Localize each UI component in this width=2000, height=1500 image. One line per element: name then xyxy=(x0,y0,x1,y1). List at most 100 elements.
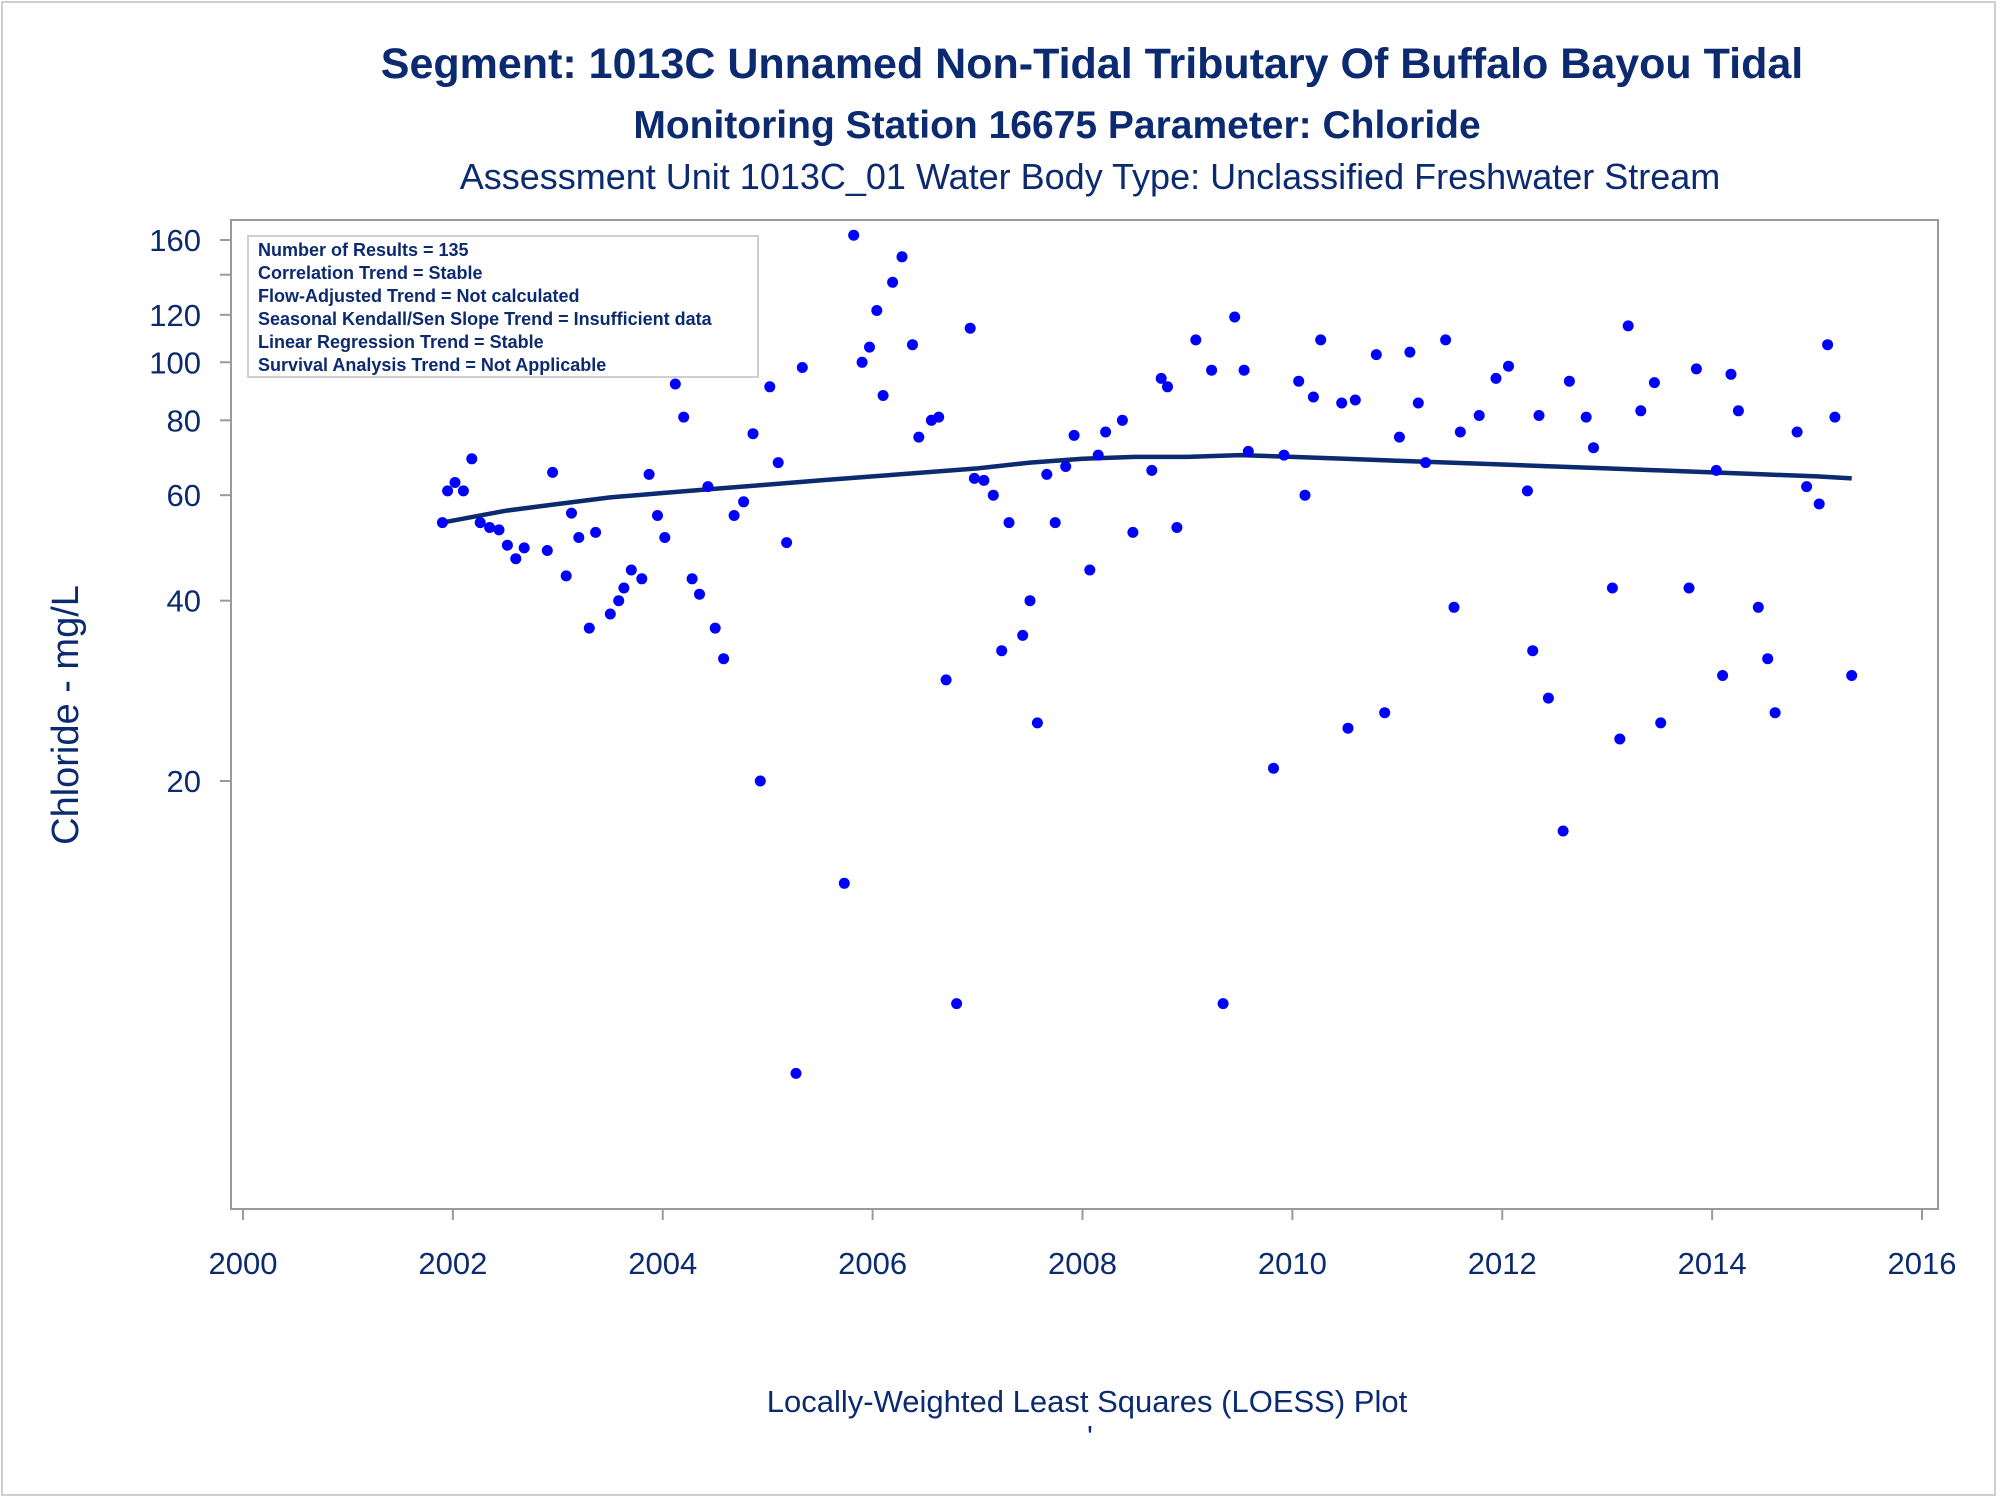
data-point xyxy=(1293,375,1305,387)
data-point xyxy=(510,553,522,565)
data-point xyxy=(877,390,889,401)
data-point xyxy=(848,229,860,241)
data-point xyxy=(1412,397,1424,409)
x-tick-label: 2002 xyxy=(418,1246,487,1281)
data-point xyxy=(636,573,648,585)
data-point xyxy=(987,489,999,501)
data-point xyxy=(694,588,705,600)
data-point xyxy=(1393,431,1405,443)
points-layer xyxy=(436,229,1858,1079)
data-point xyxy=(1440,334,1452,346)
data-point xyxy=(590,526,602,538)
data-point xyxy=(887,276,899,288)
x-tick-label: 2010 xyxy=(1258,1246,1327,1281)
data-point xyxy=(1315,334,1327,346)
data-point xyxy=(728,510,740,521)
data-point xyxy=(1503,360,1514,372)
data-point xyxy=(493,524,505,536)
data-point xyxy=(1752,601,1764,613)
data-point xyxy=(1162,381,1173,393)
data-point xyxy=(1349,394,1361,406)
x-tick-label: 2006 xyxy=(838,1246,907,1281)
stats-line: Linear Regression Trend = Stable xyxy=(258,332,544,352)
data-point xyxy=(1217,998,1229,1010)
data-point xyxy=(1171,522,1183,533)
data-point xyxy=(1822,339,1834,351)
y-tick-label: 60 xyxy=(167,478,201,513)
data-point xyxy=(790,1067,802,1079)
data-point xyxy=(718,653,730,665)
data-point xyxy=(518,542,530,554)
y-axis-label: Chloride - mg/L xyxy=(45,585,87,845)
data-point xyxy=(1846,670,1858,681)
data-point xyxy=(1041,468,1053,480)
data-point xyxy=(1003,517,1015,529)
data-point xyxy=(1092,449,1104,461)
data-point xyxy=(1242,445,1254,457)
data-point xyxy=(659,532,671,543)
data-point xyxy=(1146,464,1158,476)
data-point xyxy=(1084,564,1096,576)
data-point xyxy=(1238,364,1250,376)
data-point xyxy=(669,378,681,390)
data-point xyxy=(838,877,850,889)
data-point xyxy=(856,356,868,368)
data-point xyxy=(702,481,714,493)
data-point xyxy=(484,522,496,533)
data-point xyxy=(796,362,808,373)
data-point xyxy=(1635,405,1647,417)
data-point xyxy=(1710,464,1722,476)
data-point xyxy=(1732,405,1744,417)
data-point xyxy=(1473,410,1485,421)
data-point xyxy=(1017,629,1029,641)
x-tick-label: 2016 xyxy=(1888,1246,1957,1281)
data-point xyxy=(1336,397,1348,409)
data-point xyxy=(466,453,478,465)
data-point xyxy=(747,428,759,440)
y-tick-label: 160 xyxy=(149,223,201,258)
data-point xyxy=(1068,429,1080,441)
data-point xyxy=(913,431,925,443)
data-point xyxy=(1268,762,1279,774)
chart-subtitle-2: Assessment Unit 1013C_01 Water Body Type… xyxy=(460,156,1721,197)
data-point xyxy=(1813,498,1825,510)
data-point xyxy=(1307,391,1319,403)
x-tick-label: 2004 xyxy=(628,1246,697,1281)
chart-title: Segment: 1013C Unnamed Non-Tidal Tributa… xyxy=(381,40,1803,88)
data-point xyxy=(1116,414,1128,426)
stats-box: Number of Results = 135 Correlation Trend… xyxy=(247,235,759,378)
data-point xyxy=(1278,449,1290,461)
data-point xyxy=(1060,461,1072,472)
stats-line: Flow-Adjusted Trend = Not calculated xyxy=(258,286,580,306)
data-point xyxy=(1229,311,1241,323)
data-point xyxy=(1190,334,1202,346)
data-point xyxy=(1606,582,1618,594)
data-point xyxy=(709,622,721,634)
stats-line: Survival Analysis Trend = Not Applicable xyxy=(258,355,606,375)
data-point xyxy=(1725,368,1737,380)
data-point xyxy=(1031,717,1043,729)
data-point xyxy=(1100,426,1112,438)
data-point xyxy=(1024,595,1036,607)
data-point xyxy=(1655,717,1667,729)
data-point xyxy=(754,775,766,787)
data-point xyxy=(1420,457,1432,469)
data-point xyxy=(541,545,553,556)
data-point xyxy=(978,474,990,486)
data-point xyxy=(1342,722,1354,734)
chart-subtitle: Monitoring Station 16675 Parameter: Chlo… xyxy=(633,104,1480,147)
data-point xyxy=(1379,707,1391,719)
data-point xyxy=(1762,653,1774,665)
data-point xyxy=(501,539,513,551)
data-point xyxy=(772,457,784,469)
data-point xyxy=(643,468,655,480)
data-point xyxy=(864,341,875,353)
data-point xyxy=(652,510,663,521)
data-point xyxy=(1521,485,1533,497)
data-point xyxy=(1404,346,1416,358)
y-tick-label: 100 xyxy=(149,345,201,380)
data-point xyxy=(583,622,595,634)
